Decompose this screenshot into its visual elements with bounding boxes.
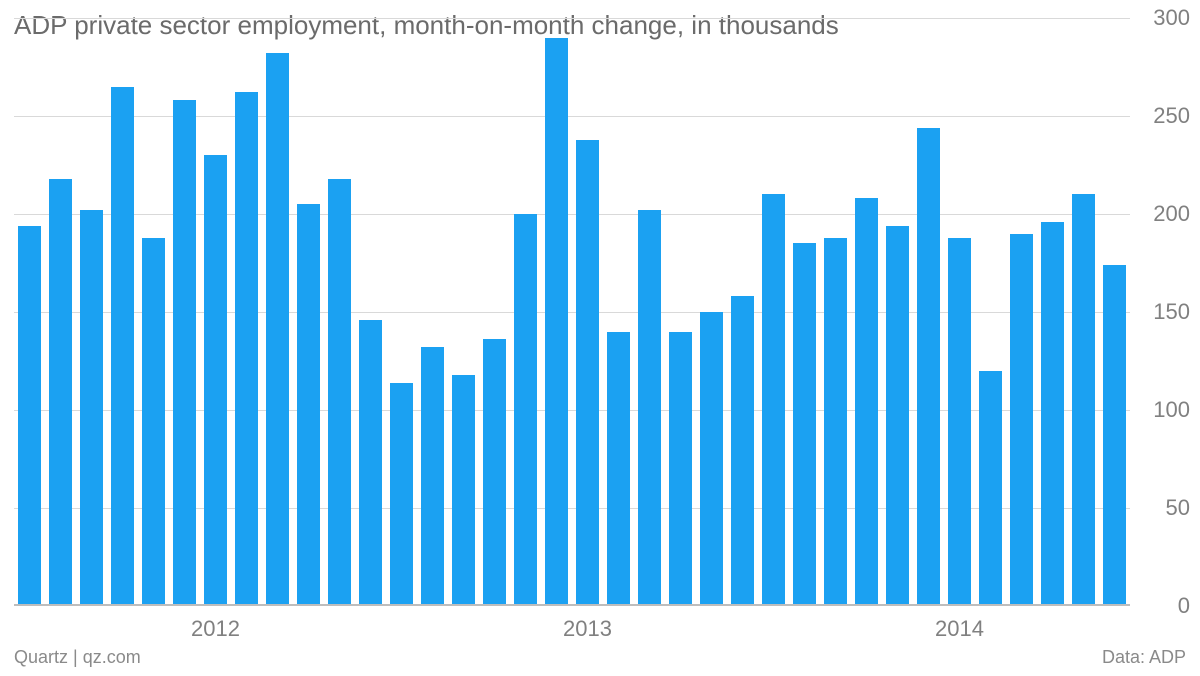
- x-axis: 2012 2013 2014: [14, 612, 1130, 642]
- bar: [204, 155, 226, 606]
- bar: [111, 87, 133, 606]
- bar: [669, 332, 691, 606]
- bar: [700, 312, 722, 606]
- bar: [576, 140, 598, 606]
- x-tick-label: 2013: [563, 616, 612, 642]
- bar: [390, 383, 412, 606]
- x-baseline: [14, 604, 1130, 606]
- bar: [421, 347, 443, 606]
- y-tick-label: 200: [1153, 201, 1190, 227]
- bar: [173, 100, 195, 606]
- bar: [328, 179, 350, 606]
- bar: [917, 128, 939, 606]
- bar: [948, 238, 970, 606]
- chart-container: ADP private sector employment, month-on-…: [0, 0, 1200, 676]
- y-tick-label: 300: [1153, 5, 1190, 31]
- footer-source-left: Quartz | qz.com: [14, 647, 141, 668]
- bar: [607, 332, 629, 606]
- bar: [638, 210, 660, 606]
- bar: [359, 320, 381, 606]
- y-axis: 050100150200250300: [1140, 18, 1190, 606]
- bar: [824, 238, 846, 606]
- footer-source-right: Data: ADP: [1102, 647, 1186, 668]
- bar: [235, 92, 257, 606]
- y-tick-label: 0: [1178, 593, 1190, 619]
- x-tick-label: 2012: [191, 616, 240, 642]
- bar: [1010, 234, 1032, 606]
- bar: [545, 38, 567, 606]
- bar: [731, 296, 753, 606]
- y-tick-label: 250: [1153, 103, 1190, 129]
- bar: [80, 210, 102, 606]
- bar: [1041, 222, 1063, 606]
- bar: [979, 371, 1001, 606]
- y-tick-label: 150: [1153, 299, 1190, 325]
- bar: [18, 226, 40, 606]
- y-tick-label: 100: [1153, 397, 1190, 423]
- bar: [514, 214, 536, 606]
- bar: [142, 238, 164, 606]
- bars-layer: [14, 18, 1130, 606]
- bar: [483, 339, 505, 606]
- x-tick-label: 2014: [935, 616, 984, 642]
- y-tick-label: 50: [1166, 495, 1190, 521]
- bar: [266, 53, 288, 606]
- bar: [886, 226, 908, 606]
- bar: [1072, 194, 1094, 606]
- bar: [762, 194, 784, 606]
- bar: [793, 243, 815, 606]
- plot-area: [14, 18, 1130, 606]
- bar: [49, 179, 71, 606]
- bar: [1103, 265, 1125, 606]
- bar: [452, 375, 474, 606]
- bar: [855, 198, 877, 606]
- bar: [297, 204, 319, 606]
